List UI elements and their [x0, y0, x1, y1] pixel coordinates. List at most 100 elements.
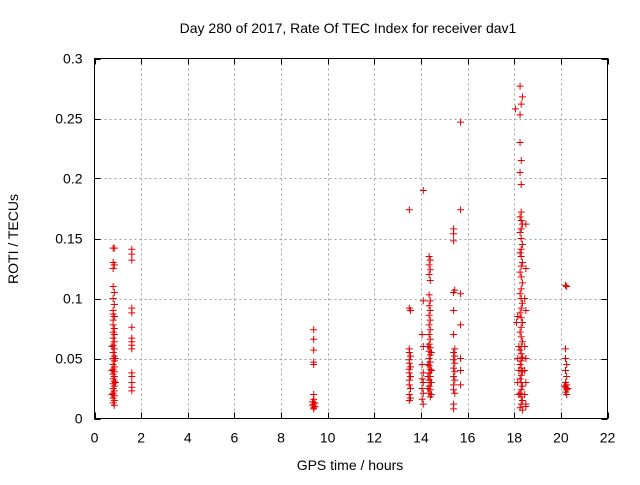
data-point: [110, 331, 118, 338]
data-point: [405, 359, 413, 367]
data-point: [562, 367, 570, 374]
data-point: [457, 290, 465, 298]
data-point: [425, 331, 433, 338]
data-point: [522, 265, 530, 272]
data-point: [418, 395, 426, 403]
data-point: [109, 334, 117, 342]
data-point: [517, 333, 525, 341]
data-point: [110, 313, 118, 320]
data-point: [419, 297, 427, 305]
data-point: [109, 321, 117, 329]
data-point: [516, 389, 524, 397]
data-point: [518, 382, 526, 390]
data-point: [564, 385, 572, 392]
data-point: [425, 302, 433, 310]
data-point: [522, 379, 530, 386]
data-point: [450, 237, 458, 245]
data-point: [108, 367, 116, 374]
data-point: [521, 391, 529, 398]
x-tick-label: 2: [137, 430, 145, 446]
data-point: [457, 355, 465, 362]
data-point: [424, 373, 432, 380]
data-point: [517, 323, 525, 331]
data-point: [426, 266, 434, 274]
data-point: [405, 391, 413, 398]
data-point: [517, 225, 525, 233]
x-tick-label: 12: [367, 430, 383, 446]
data-point: [424, 343, 432, 350]
data-point: [418, 331, 426, 338]
data-point: [451, 389, 459, 397]
chart-title: Day 280 of 2017, Rate Of TEC Index for r…: [180, 20, 517, 36]
data-point: [518, 338, 526, 346]
data-point: [110, 261, 118, 269]
data-point: [450, 356, 458, 364]
data-point: [518, 259, 526, 266]
data-point: [517, 386, 525, 394]
data-point: [516, 111, 524, 119]
data-point: [128, 373, 136, 380]
data-point: [516, 169, 524, 176]
data-point: [516, 328, 524, 336]
data-point: [108, 391, 116, 398]
data-point: [517, 208, 525, 216]
data-point: [516, 229, 524, 236]
data-point: [405, 369, 413, 377]
data-point: [111, 379, 119, 386]
data-point: [516, 213, 524, 221]
data-point: [310, 346, 318, 354]
data-point: [516, 346, 524, 354]
data-point: [517, 262, 525, 270]
data-point: [128, 323, 136, 331]
data-point: [110, 338, 118, 346]
y-tick-label: 0.3: [63, 51, 83, 67]
data-point: [427, 391, 435, 398]
data-point: [562, 281, 570, 289]
data-point: [451, 352, 459, 360]
data-point: [516, 309, 524, 317]
data-point: [424, 385, 432, 392]
data-point: [517, 350, 525, 358]
data-point: [562, 345, 570, 353]
data-point: [451, 359, 459, 367]
data-point: [425, 362, 433, 370]
data-point: [517, 157, 525, 164]
data-point: [563, 373, 571, 380]
data-point: [517, 181, 525, 188]
data-point: [518, 279, 526, 287]
data-point: [426, 256, 434, 264]
data-point: [457, 367, 465, 374]
data-point: [450, 307, 458, 314]
data-point: [425, 311, 433, 319]
data-point: [109, 265, 117, 272]
data-point: [406, 385, 414, 392]
data-point: [427, 379, 435, 386]
data-point: [426, 297, 434, 305]
axis-ticks: [94, 58, 609, 420]
data-point: [518, 299, 526, 307]
data-point: [517, 314, 525, 322]
y-tick-label: 0: [75, 411, 83, 427]
data-point: [517, 273, 525, 281]
data-point: [128, 345, 136, 353]
data-point: [450, 349, 458, 356]
data-point: [457, 118, 465, 126]
data-point: [451, 376, 459, 384]
data-point: [518, 93, 526, 101]
data-point: [517, 304, 525, 312]
data-point: [450, 289, 458, 296]
data-point: [451, 368, 459, 376]
data-point: [517, 100, 525, 108]
data-point: [516, 268, 524, 276]
data-point: [406, 373, 414, 380]
data-points: [108, 82, 572, 414]
data-point: [109, 341, 117, 349]
data-point: [518, 406, 526, 414]
data-point: [516, 249, 524, 257]
data-point: [128, 387, 136, 395]
data-point: [514, 379, 522, 386]
data-point: [425, 321, 433, 329]
data-point: [310, 361, 318, 368]
data-point: [419, 400, 427, 408]
